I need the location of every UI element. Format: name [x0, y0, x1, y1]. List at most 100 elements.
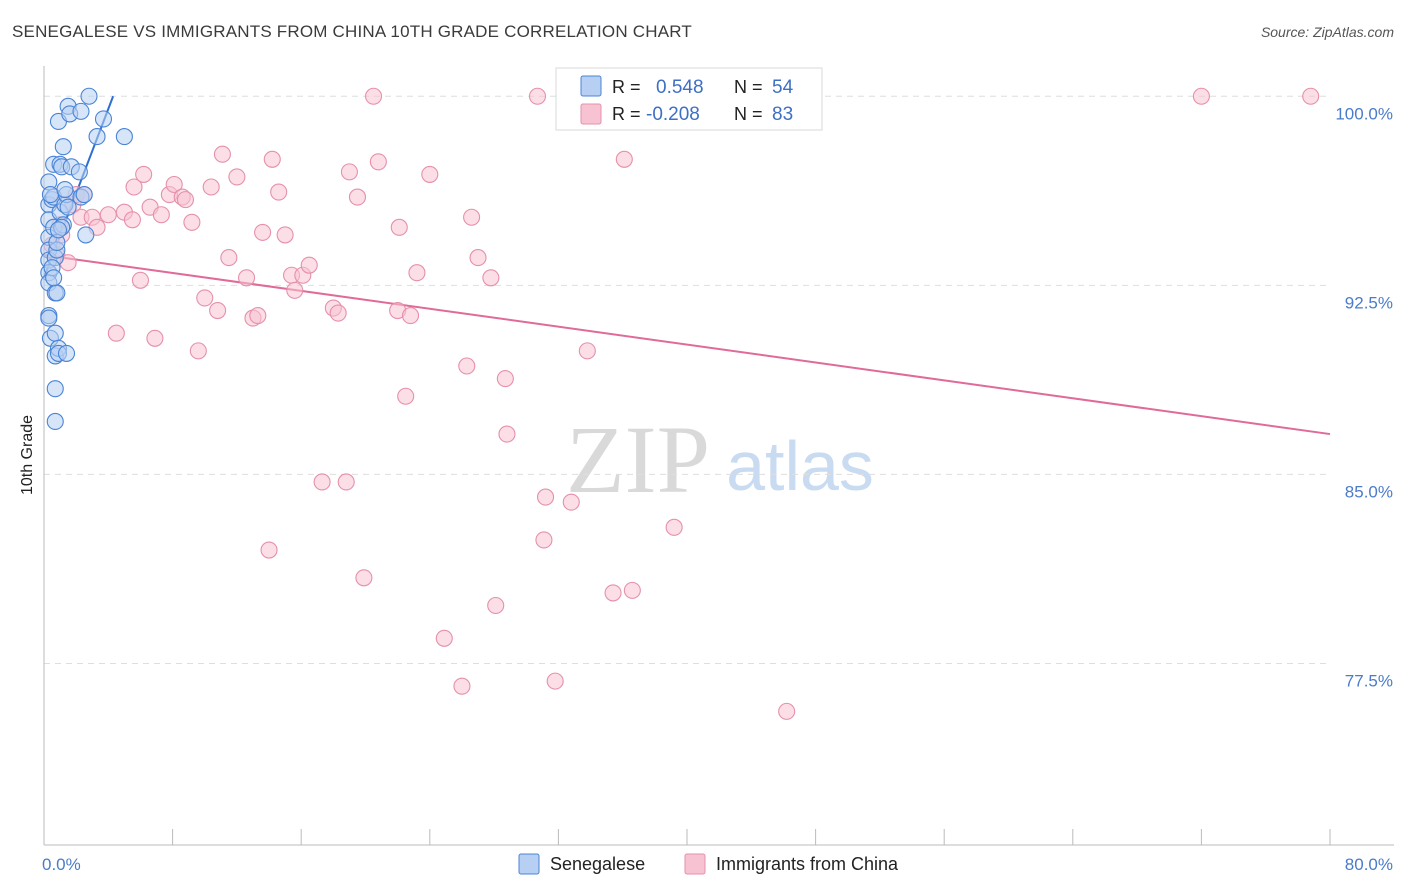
point-china-14 [123, 211, 141, 229]
point-china-57 [435, 629, 453, 647]
point-china-34 [254, 223, 272, 241]
axes [43, 66, 1394, 846]
point-china-80 [107, 324, 125, 342]
source-label: Source: ZipAtlas.com [1260, 24, 1394, 40]
legend-label-china: Immigrants from China [716, 854, 899, 874]
point-china-64 [496, 370, 514, 388]
point-china-18 [152, 206, 170, 224]
point-china-47 [340, 163, 358, 181]
point-china-69 [546, 672, 564, 690]
y-tick-label-1: 92.5% [1345, 293, 1393, 312]
tick-labels: 100.0% 92.5% 85.0% 77.5% 0.0% 80.0% [42, 104, 1393, 874]
point-china-30 [228, 168, 246, 186]
point-china-49 [355, 569, 373, 587]
point-china-68 [536, 488, 555, 506]
legend-swatch-china [684, 853, 706, 875]
stats-r-value-china: -0.208 [646, 104, 700, 125]
point-china-22 [176, 191, 195, 209]
point-china-38 [276, 226, 294, 244]
point-china-72 [578, 342, 596, 360]
point-senegalese-46 [94, 110, 113, 128]
stats-r-label-2: R = [612, 104, 641, 124]
point-china-29 [220, 249, 238, 267]
point-china-82 [364, 87, 383, 105]
point-senegalese-33 [59, 198, 77, 216]
point-china-11 [99, 206, 117, 224]
point-china-77 [778, 702, 796, 720]
stats-n-label-2: N = [734, 104, 763, 124]
point-china-48 [348, 188, 367, 206]
point-china-42 [300, 256, 318, 274]
point-china-70 [562, 493, 580, 511]
point-senegalese-29 [54, 138, 72, 156]
point-china-23 [183, 213, 201, 231]
point-china-53 [397, 387, 415, 405]
legend-swatch-senegalese [518, 853, 540, 875]
point-china-20 [165, 175, 183, 194]
point-senegalese-41 [72, 102, 90, 120]
point-china-28 [213, 145, 231, 163]
point-china-33 [249, 307, 267, 325]
point-china-67 [535, 531, 553, 549]
point-china-27 [209, 301, 227, 320]
trend-lines [43, 95, 1331, 436]
point-china-45 [329, 304, 347, 322]
point-china-46 [337, 473, 355, 491]
stats-r-value-senegalese: 0.548 [656, 77, 704, 98]
point-senegalese-43 [77, 226, 95, 244]
chart-title: SENEGALESE VS IMMIGRANTS FROM CHINA 10TH… [12, 22, 692, 41]
point-china-40 [286, 281, 304, 299]
watermark-atlas: atlas [726, 427, 874, 505]
point-china-63 [487, 596, 505, 615]
point-china-37 [270, 183, 288, 201]
stats-swatch-china [580, 103, 602, 125]
point-senegalese-51 [56, 180, 74, 199]
stats-n-value-china: 83 [772, 104, 793, 125]
stats-r-label-1: R = [612, 77, 641, 97]
point-china-58 [453, 677, 471, 695]
stats-n-label-1: N = [734, 77, 763, 97]
point-china-13 [125, 178, 143, 196]
stats-swatch-senegalese [580, 75, 602, 97]
point-china-56 [421, 165, 439, 183]
stats-n-value-senegalese: 54 [772, 77, 794, 98]
point-china-62 [482, 269, 500, 287]
x-tick-label-1: 80.0% [1345, 855, 1393, 874]
point-china-81 [146, 329, 164, 347]
point-china-73 [604, 584, 622, 602]
stats-box: R = 0.548 N = 54 R = -0.208 N = 83 [555, 67, 823, 131]
legend-label-senegalese: Senegalese [550, 854, 645, 874]
point-china-55 [408, 264, 426, 282]
point-senegalese-22 [48, 284, 66, 302]
point-china-54 [401, 307, 420, 325]
point-china-66 [528, 87, 547, 105]
watermark-zip: ZIP [566, 406, 710, 513]
point-senegalese-20 [46, 412, 64, 431]
point-china-74 [615, 150, 633, 168]
legend: Senegalese Immigrants from China [518, 853, 899, 875]
point-senegalese-39 [70, 163, 88, 181]
y-axis-title: 10th Grade [19, 415, 36, 495]
point-china-35 [260, 541, 278, 559]
point-china-24 [189, 342, 207, 360]
point-china-76 [665, 518, 683, 536]
point-senegalese-36 [57, 344, 76, 362]
point-china-43 [313, 473, 331, 491]
point-china-50 [369, 153, 387, 171]
point-senegalese-44 [80, 87, 98, 105]
point-china-79 [1302, 87, 1320, 105]
x-tick-label-0: 0.0% [42, 855, 81, 874]
y-tick-label-0: 100.0% [1335, 104, 1393, 123]
point-senegalese-52 [45, 269, 63, 287]
point-china-65 [498, 425, 516, 443]
point-senegalese-53 [49, 221, 68, 239]
point-senegalese-42 [75, 186, 93, 204]
data-points [40, 87, 1320, 720]
point-china-16 [135, 165, 153, 183]
point-senegalese-47 [115, 128, 133, 146]
point-senegalese-19 [46, 380, 64, 398]
point-china-61 [469, 249, 487, 267]
point-china-36 [263, 150, 281, 168]
point-china-15 [131, 271, 149, 289]
